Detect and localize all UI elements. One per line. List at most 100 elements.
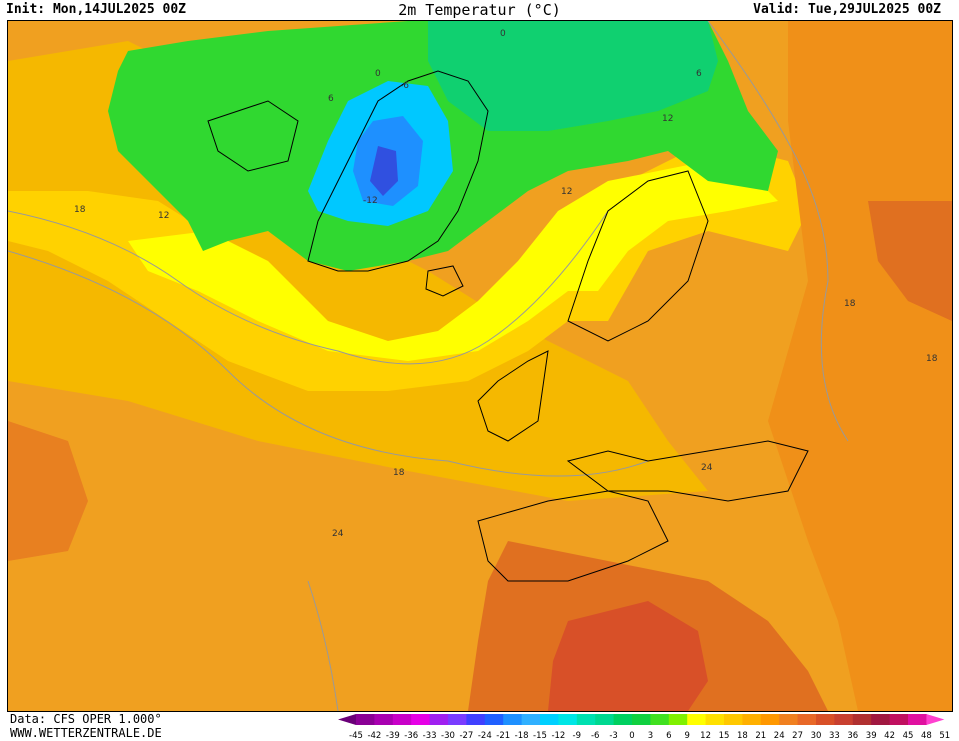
contour-label: 6 (696, 69, 702, 79)
zone-12-15 (128, 161, 778, 361)
legend-swatch (429, 714, 449, 725)
legend-tick-label: 18 (737, 731, 748, 739)
legend-swatch (392, 714, 412, 725)
contour-label: 12 (561, 187, 573, 197)
contour-label: 18 (844, 299, 856, 309)
legend-swatch (448, 714, 467, 725)
legend-swatch (503, 714, 523, 725)
contour-label: 0 (500, 29, 506, 39)
legend-swatch (356, 714, 375, 725)
legend-swatch (411, 714, 431, 725)
zone-west-hot (8, 421, 88, 561)
footer-credits: Data: CFS OPER 1.000° WWW.WETTERZENTRALE… (10, 712, 162, 740)
legend-tick-label: -36 (404, 731, 418, 739)
legend-arrow-low (338, 714, 356, 725)
legend-tick-label: -33 (423, 731, 437, 739)
contour-label: 24 (332, 529, 344, 539)
legend-tick-label: 51 (939, 731, 950, 739)
header-bar: Init: Mon,14JUL2025 00Z 2m Temperatur (°… (0, 0, 959, 20)
contour-label: 6 (328, 94, 334, 104)
valid-time: Valid: Tue,29JUL2025 00Z (753, 2, 941, 17)
legend-swatch (687, 714, 707, 725)
legend-tick-label: -3 (609, 731, 617, 739)
legend-tick-label: -6 (591, 731, 599, 739)
legend-tick-label: 12 (700, 731, 711, 739)
legend-arrow-high (926, 714, 945, 725)
legend-swatch (466, 714, 486, 725)
legend-swatch (632, 714, 651, 725)
legend-tick-label: 42 (884, 731, 895, 739)
map-svg (8, 21, 952, 711)
contour-label: 18 (393, 468, 405, 478)
legend-swatch (816, 714, 835, 725)
legend-swatch (852, 714, 872, 725)
legend-swatch (871, 714, 891, 725)
contour-label: 24 (701, 463, 713, 473)
legend-tick-label: 30 (811, 731, 822, 739)
color-legend: -45 -42 -39 -36 -33 -30 -27 -24 -21 -18 -15 -12 -9 -6… (338, 714, 950, 739)
legend-swatch (779, 714, 799, 725)
legend-tick-label: 0 (629, 731, 634, 739)
legend-swatch (521, 714, 541, 725)
legend-tick-label: -24 (478, 731, 492, 739)
legend-swatch (650, 714, 670, 725)
legend-swatch (595, 714, 615, 725)
temperature-map: -6 -12 0 0 6 6 12 12 12 18 18 18 18 24 2… (7, 20, 953, 712)
legend-tick-label: 33 (829, 731, 840, 739)
contour-lines (8, 21, 849, 711)
legend-tick-label: 27 (792, 731, 803, 739)
legend-swatch (484, 714, 504, 725)
zone-3-6 (428, 21, 718, 131)
legend-tick-label: 21 (755, 731, 766, 739)
map-title: 2m Temperatur (°C) (398, 1, 561, 19)
legend-swatch (540, 714, 559, 725)
legend-swatch (558, 714, 578, 725)
legend-swatch (760, 714, 780, 725)
legend-tick-label: -9 (573, 731, 581, 739)
legend-tick-label: 9 (684, 731, 689, 739)
contour-label: 18 (926, 354, 938, 364)
legend-tick-label: 36 (847, 731, 858, 739)
contour-label: -12 (363, 196, 378, 206)
zone-east-hot (868, 201, 952, 321)
legend-swatch (834, 714, 854, 725)
zone-minus12 (370, 146, 398, 196)
legend-swatch (576, 714, 596, 725)
legend-swatch (668, 714, 688, 725)
legend-tick-label: 15 (719, 731, 730, 739)
init-time: Init: Mon,14JUL2025 00Z (6, 2, 187, 17)
contour-label: 12 (662, 114, 674, 124)
legend-tick-label: -27 (459, 731, 473, 739)
legend-tick-label: -39 (386, 731, 400, 739)
legend-tick-label: 45 (903, 731, 914, 739)
legend-tick-label: -30 (441, 731, 455, 739)
legend-tick-label: -18 (515, 731, 529, 739)
legend-swatch (374, 714, 394, 725)
zone-30-33 (548, 601, 708, 711)
contour-label: 0 (375, 69, 381, 79)
legend-tick-label: 39 (866, 731, 877, 739)
legend-tick-label: -45 (349, 731, 363, 739)
legend-tick-label: -21 (496, 731, 510, 739)
legend-swatch (797, 714, 817, 725)
legend-tick-label: 3 (648, 731, 653, 739)
legend-swatch (889, 714, 909, 725)
legend-tick-label: -15 (533, 731, 547, 739)
website-label: WWW.WETTERZENTRALE.DE (10, 726, 162, 740)
legend-tick-label: 6 (666, 731, 671, 739)
contour-label: 18 (74, 205, 86, 215)
zone-east-21-24 (768, 21, 952, 711)
legend-tick-label: 48 (921, 731, 932, 739)
contour-label: -6 (400, 81, 409, 91)
legend-swatch (724, 714, 743, 725)
legend-swatch (742, 714, 762, 725)
legend-swatch (908, 714, 927, 725)
legend-swatch (613, 714, 633, 725)
contour-label: 12 (158, 211, 170, 221)
legend-tick-label: 24 (774, 731, 785, 739)
data-source-label: Data: CFS OPER 1.000° (10, 712, 162, 726)
map-label-layer: -6 -12 0 0 6 6 12 12 12 18 18 18 18 24 2… (8, 21, 952, 711)
legend-tick-label: -42 (367, 731, 381, 739)
coastlines (207, 70, 809, 582)
legend-tick-label: -12 (551, 731, 565, 739)
